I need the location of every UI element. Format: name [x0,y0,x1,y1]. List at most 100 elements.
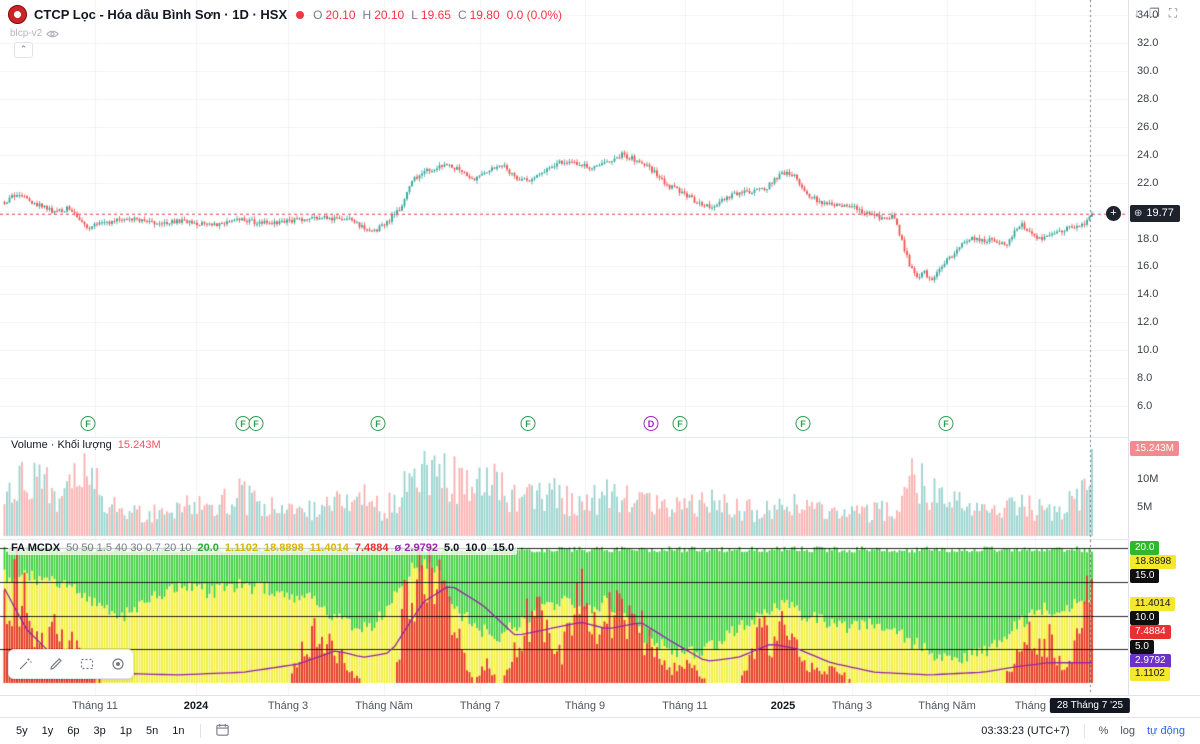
range-button-5y[interactable]: 5y [16,725,28,737]
pencil-tool-icon[interactable] [48,656,64,672]
collapse-pane-button[interactable]: ⌃ [14,42,33,58]
range-button-1y[interactable]: 1y [41,725,54,737]
indicator-tag-row: blcp-v2 [10,28,59,39]
divider [199,724,201,738]
price-tick: 10.0 [1137,344,1159,356]
price-tick: 30.0 [1137,65,1159,77]
event-marker-f[interactable]: F [80,416,96,431]
symbol-logo[interactable] [8,5,27,24]
time-axis-label: 2025 [770,700,796,712]
price-tick: 14.0 [1137,288,1159,300]
price-tick: 8.0 [1137,372,1153,384]
open-label: O [313,7,323,22]
volume-title-label: Volume · Khối lượng [11,439,112,451]
eye-hidden-icon[interactable] [46,29,59,39]
mcdx-value-badge: 7.4884 [1130,625,1171,639]
time-axis-label: Tháng 11 [72,700,118,712]
symbol-title[interactable]: CTCP Lọc - Hóa dầu Bình Sơn · 1D · HSX [34,7,288,22]
divider [1083,724,1085,738]
change-value: 0.0 (0.0%) [506,7,562,22]
time-axis-label: Tháng 3 [267,700,309,712]
time-axis-label: 2024 [183,700,209,712]
close-value: 19.80 [469,7,500,22]
price-tick: 28.0 [1137,93,1159,105]
fullscreen-icon[interactable]: ⛶ [1168,6,1178,20]
price-tick: 12.0 [1137,316,1159,328]
event-marker-f[interactable]: F [370,416,386,431]
last-price-badge: ⊕ 19.77 [1130,205,1180,222]
event-marker-d[interactable]: D [643,416,659,431]
chevron-up-icon: ⌃ [19,44,28,54]
magic-wand-tool-icon[interactable] [17,656,33,672]
log-scale-button[interactable]: log [1120,725,1136,737]
volume-tick: 5M [1137,501,1153,513]
panes-icon[interactable]: ❐ [1149,6,1160,20]
price-tick: 26.0 [1137,121,1159,133]
pane-controls: ↓ ❐ ⛶ [1134,6,1177,21]
percent-scale-button[interactable]: % [1098,725,1109,737]
target-tool-icon[interactable] [110,656,126,672]
axis-controls: 03:33:23 (UTC+7) % log tự động [976,723,1190,739]
plus-icon: + [1110,207,1117,219]
volume-badge: 15.243M [1130,441,1179,456]
price-scale[interactable]: ⊕ 19.77 15.243M 34.0 32.0 30.0 28.0 26.0 24.0… [1128,0,1200,695]
close-label: C [457,7,467,22]
range-button-5n[interactable]: 5n [146,725,159,737]
clock-button[interactable]: 03:33:23 (UTC+7) [981,725,1070,737]
calendar-icon[interactable] [210,720,235,742]
mcdx-legend-value: 15.0 [492,542,515,554]
time-axis-label: Tháng 9 [564,700,606,712]
price-tick: 6.0 [1137,400,1153,412]
mcdx-legend-value: 7.4884 [354,542,389,554]
price-tick: 22.0 [1137,177,1159,189]
chart-canvas[interactable] [0,0,1128,695]
marquee-select-tool-icon[interactable] [79,656,95,672]
range-button-6p[interactable]: 6p [67,725,80,737]
mcdx-legend-value: 5.0 [443,542,460,554]
price-tick: 32.0 [1137,37,1159,49]
range-button-1p[interactable]: 1p [119,725,132,737]
event-marker-f[interactable]: F [938,416,954,431]
high-value: 20.10 [374,7,405,22]
mcdx-value-badge: 2.9792 [1130,654,1171,668]
low-label: L [411,7,418,22]
range-button-1n[interactable]: 1n [172,725,185,737]
time-axis-label: Tháng 3 [831,700,873,712]
mcdx-value-badge: 11.4014 [1130,597,1176,611]
open-value: 20.10 [325,7,356,22]
mcdx-legend-value: 18.8898 [263,542,304,554]
plus-circle-icon: ⊕ [1134,208,1143,219]
mcdx-value-badge: 20.0 [1130,541,1160,555]
mcdx-legend-value: 11.4014 [309,542,349,554]
volume-value: 15.243M [117,439,161,451]
event-marker-f[interactable]: F [520,416,536,431]
event-marker-f[interactable]: F [672,416,688,431]
time-axis-label: Tháng Năm [355,700,413,712]
event-marker-f[interactable]: F [248,416,264,431]
time-axis[interactable]: 28 Tháng 7 '25 Tháng 11 2024 Tháng 3 Tháng … [0,695,1200,718]
mcdx-value-badge: 15.0 [1130,569,1160,583]
symbol-header: CTCP Lọc - Hóa dầu Bình Sơn · 1D · HSX O… [8,5,566,24]
mcdx-legend-values: 20.0 1.1102 18.8898 11.4014 7.4884 ø 2.9792 5.… [197,542,514,554]
price-tick: 18.0 [1137,233,1159,245]
range-button-3p[interactable]: 3p [93,725,106,737]
auto-scale-button[interactable]: tự động [1147,725,1185,737]
indicator-tag-label[interactable]: blcp-v2 [10,28,43,39]
market-status-icon[interactable] [296,10,305,19]
arrow-down-icon[interactable]: ↓ [1134,6,1140,20]
bottom-toolbar: 5y 1y 6p 3p 1p 5n 1n 03:33:23 (UTC+7) % log tự… [0,717,1200,744]
event-marker-f[interactable]: F [795,416,811,431]
time-axis-label: Tháng 11 [662,700,708,712]
mcdx-legend-value: 1.1102 [224,542,258,554]
volume-pane-title[interactable]: Volume · Khối lượng 15.243M [8,438,164,452]
mcdx-legend-value: 10.0 [465,542,487,554]
low-value: 19.65 [420,7,451,22]
mcdx-pane-title[interactable]: FA MCDX 50 50 1.5 40 30 0.7 20 10 20.0 1.… [8,541,518,555]
crosshair-date-badge: 28 Tháng 7 '25 [1049,698,1131,713]
mcdx-params: 50 50 1.5 40 30 0.7 20 10 [66,542,192,554]
high-label: H [362,7,372,22]
range-buttons: 5y 1y 6p 3p 1p 5n 1n [10,720,235,742]
price-line-plus-button[interactable]: + [1106,206,1121,221]
